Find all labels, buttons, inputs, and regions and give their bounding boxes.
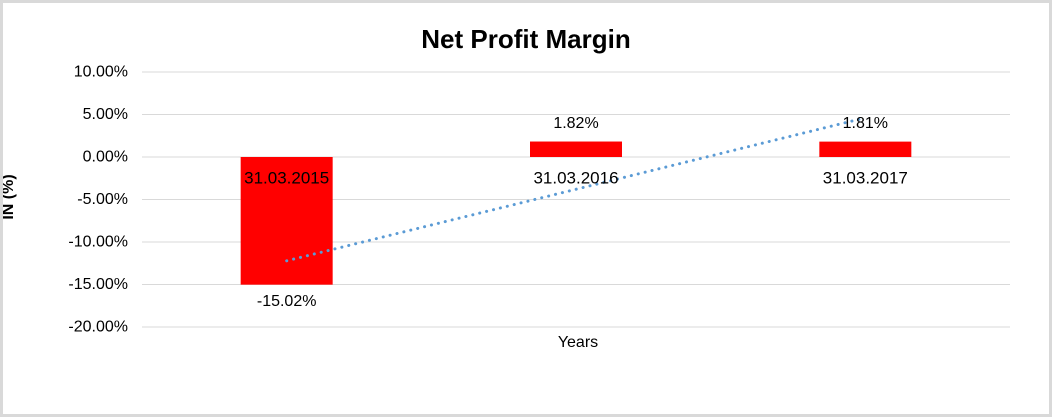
trendline bbox=[285, 116, 867, 263]
bar bbox=[530, 141, 622, 157]
y-tick-label: -10.00% bbox=[68, 234, 128, 251]
bar-category-label: 31.03.2016 bbox=[533, 169, 618, 188]
y-tick-label: 5.00% bbox=[83, 106, 128, 123]
x-axis-title: Years bbox=[557, 334, 599, 351]
y-tick-label: -20.00% bbox=[68, 319, 128, 336]
y-tick-label: 10.00% bbox=[74, 64, 128, 81]
y-tick-label: -15.00% bbox=[68, 276, 128, 293]
y-tick-label: -5.00% bbox=[77, 191, 128, 208]
bar-category-label: 31.03.2015 bbox=[244, 169, 329, 188]
bar-value-label: 1.82% bbox=[553, 115, 598, 132]
chart-title: Net Profit Margin bbox=[421, 24, 631, 54]
bar-value-label: -15.02% bbox=[257, 293, 317, 310]
bar bbox=[240, 157, 333, 285]
bar-category-label: 31.03.2017 bbox=[823, 169, 908, 188]
bar bbox=[819, 141, 912, 157]
y-tick-label: 0.00% bbox=[83, 149, 128, 166]
bar-value-label: 1.81% bbox=[843, 115, 888, 132]
